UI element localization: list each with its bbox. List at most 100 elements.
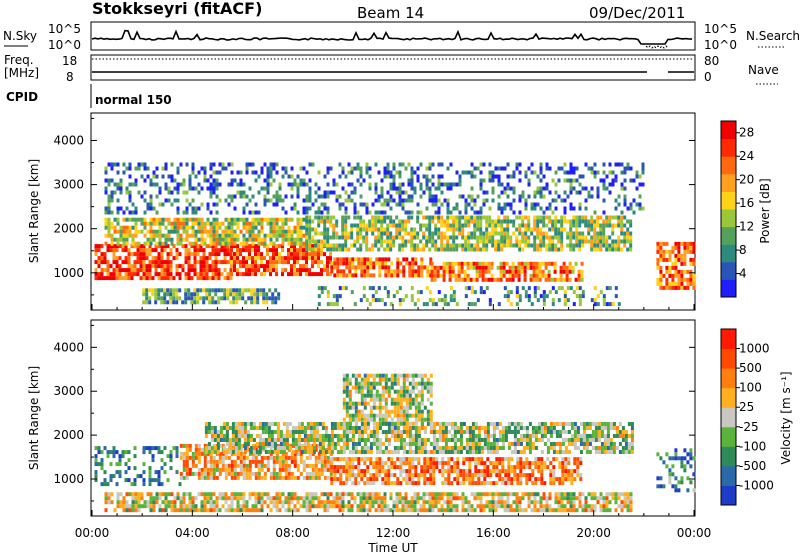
heatmap-cell <box>539 166 543 171</box>
heatmap-cell <box>269 248 272 253</box>
heatmap-cell <box>323 286 327 291</box>
heatmap-cell <box>420 438 424 442</box>
heatmap-cell <box>182 467 186 472</box>
heatmap-cell <box>127 478 131 483</box>
heatmap-cell <box>254 459 258 464</box>
heatmap-cell <box>594 430 598 434</box>
heatmap-cell <box>662 241 666 246</box>
heatmap-cell <box>149 225 153 230</box>
heatmap-cell <box>398 302 402 307</box>
heatmap-cell <box>590 227 594 232</box>
heatmap-cell <box>221 241 225 246</box>
heatmap-cell <box>553 265 557 270</box>
heatmap-cell <box>386 294 390 299</box>
heatmap-cell <box>338 243 342 248</box>
heatmap-cell <box>479 231 483 236</box>
heatmap-cell <box>435 461 439 466</box>
heatmap-cell <box>590 166 594 171</box>
heatmap-cell <box>609 438 613 442</box>
heatmap-cell <box>548 227 552 232</box>
heatmap-cell <box>506 239 510 244</box>
heatmap-cell <box>417 442 421 446</box>
heatmap-cell <box>539 247 543 252</box>
heatmap-cell <box>204 450 208 454</box>
heatmap-cell <box>326 455 330 460</box>
heatmap-cell <box>326 290 330 295</box>
heatmap-cell <box>317 231 321 236</box>
heatmap-cell <box>314 256 317 261</box>
heatmap-cell <box>284 459 288 464</box>
heatmap-cell <box>515 294 519 299</box>
heatmap-cell <box>130 482 134 487</box>
heatmap-cell <box>531 469 535 474</box>
heatmap-cell <box>254 244 257 249</box>
heatmap-cell <box>573 446 577 450</box>
heatmap-cell <box>166 256 170 261</box>
heatmap-cell <box>537 457 541 462</box>
heatmap-cell <box>464 239 468 244</box>
heatmap-cell <box>275 229 279 234</box>
heatmap-cell <box>485 235 489 240</box>
heatmap-cell <box>259 288 263 293</box>
heatmap-cell <box>187 296 191 301</box>
heatmap-cell <box>602 243 606 248</box>
heatmap-cell <box>363 269 367 274</box>
heatmap-cell <box>401 223 405 228</box>
heatmap-cell <box>190 296 194 301</box>
heatmap-cell <box>163 470 167 475</box>
heatmap-cell <box>523 277 527 282</box>
heatmap-cell <box>104 225 108 230</box>
nsky-tick-right-bottom: 10^0 <box>704 38 737 52</box>
heatmap-cell <box>380 227 384 232</box>
heatmap-cell <box>623 243 627 248</box>
heatmap-cell <box>426 477 430 482</box>
heatmap-cell <box>602 210 606 215</box>
heatmap-cell <box>575 190 579 195</box>
heatmap-cell <box>584 206 588 211</box>
heatmap-cell <box>94 252 98 257</box>
heatmap-cell <box>486 430 490 434</box>
heatmap-cell <box>293 272 296 277</box>
heatmap-cell <box>188 182 192 187</box>
heatmap-cell <box>450 438 454 442</box>
heatmap-cell <box>492 422 496 426</box>
heatmap-cell <box>392 294 396 299</box>
heatmap-cell <box>551 178 555 183</box>
heatmap-cell <box>378 450 382 454</box>
heatmap-cell <box>497 174 501 179</box>
heatmap-cell <box>557 231 561 236</box>
heatmap-cell <box>200 217 204 222</box>
heatmap-cell <box>561 430 565 434</box>
heatmap-cell <box>461 243 465 248</box>
heatmap-cell <box>620 231 624 236</box>
heatmap-cell <box>239 182 243 187</box>
heatmap-cell <box>443 219 447 224</box>
heatmap-cell <box>269 260 272 265</box>
heatmap-cell <box>107 202 111 207</box>
heatmap-cell <box>125 225 129 230</box>
heatmap-cell <box>492 426 496 430</box>
heatmap-cell <box>272 268 275 273</box>
heatmap-cell <box>314 447 318 452</box>
heatmap-cell <box>302 182 306 187</box>
heatmap-cell <box>249 426 253 430</box>
heatmap-cell <box>465 442 469 446</box>
heatmap-cell <box>338 235 342 240</box>
heatmap-cell <box>546 457 550 462</box>
heatmap-cell <box>200 221 204 226</box>
heatmap-cell <box>224 241 228 246</box>
heatmap-cell <box>408 469 412 474</box>
heatmap-cell <box>476 210 480 215</box>
heatmap-cell <box>312 450 316 454</box>
heatmap-cell <box>506 227 510 232</box>
heatmap-cell <box>393 461 397 466</box>
heatmap-cell <box>366 261 370 266</box>
heatmap-cell <box>519 450 523 454</box>
heatmap-cell <box>359 227 363 232</box>
heatmap-cell <box>429 481 433 486</box>
heatmap-cell <box>582 446 586 450</box>
heatmap-cell <box>444 426 448 430</box>
heatmap-cell <box>257 264 260 269</box>
heatmap-cell <box>407 219 411 224</box>
heatmap-cell <box>459 426 463 430</box>
